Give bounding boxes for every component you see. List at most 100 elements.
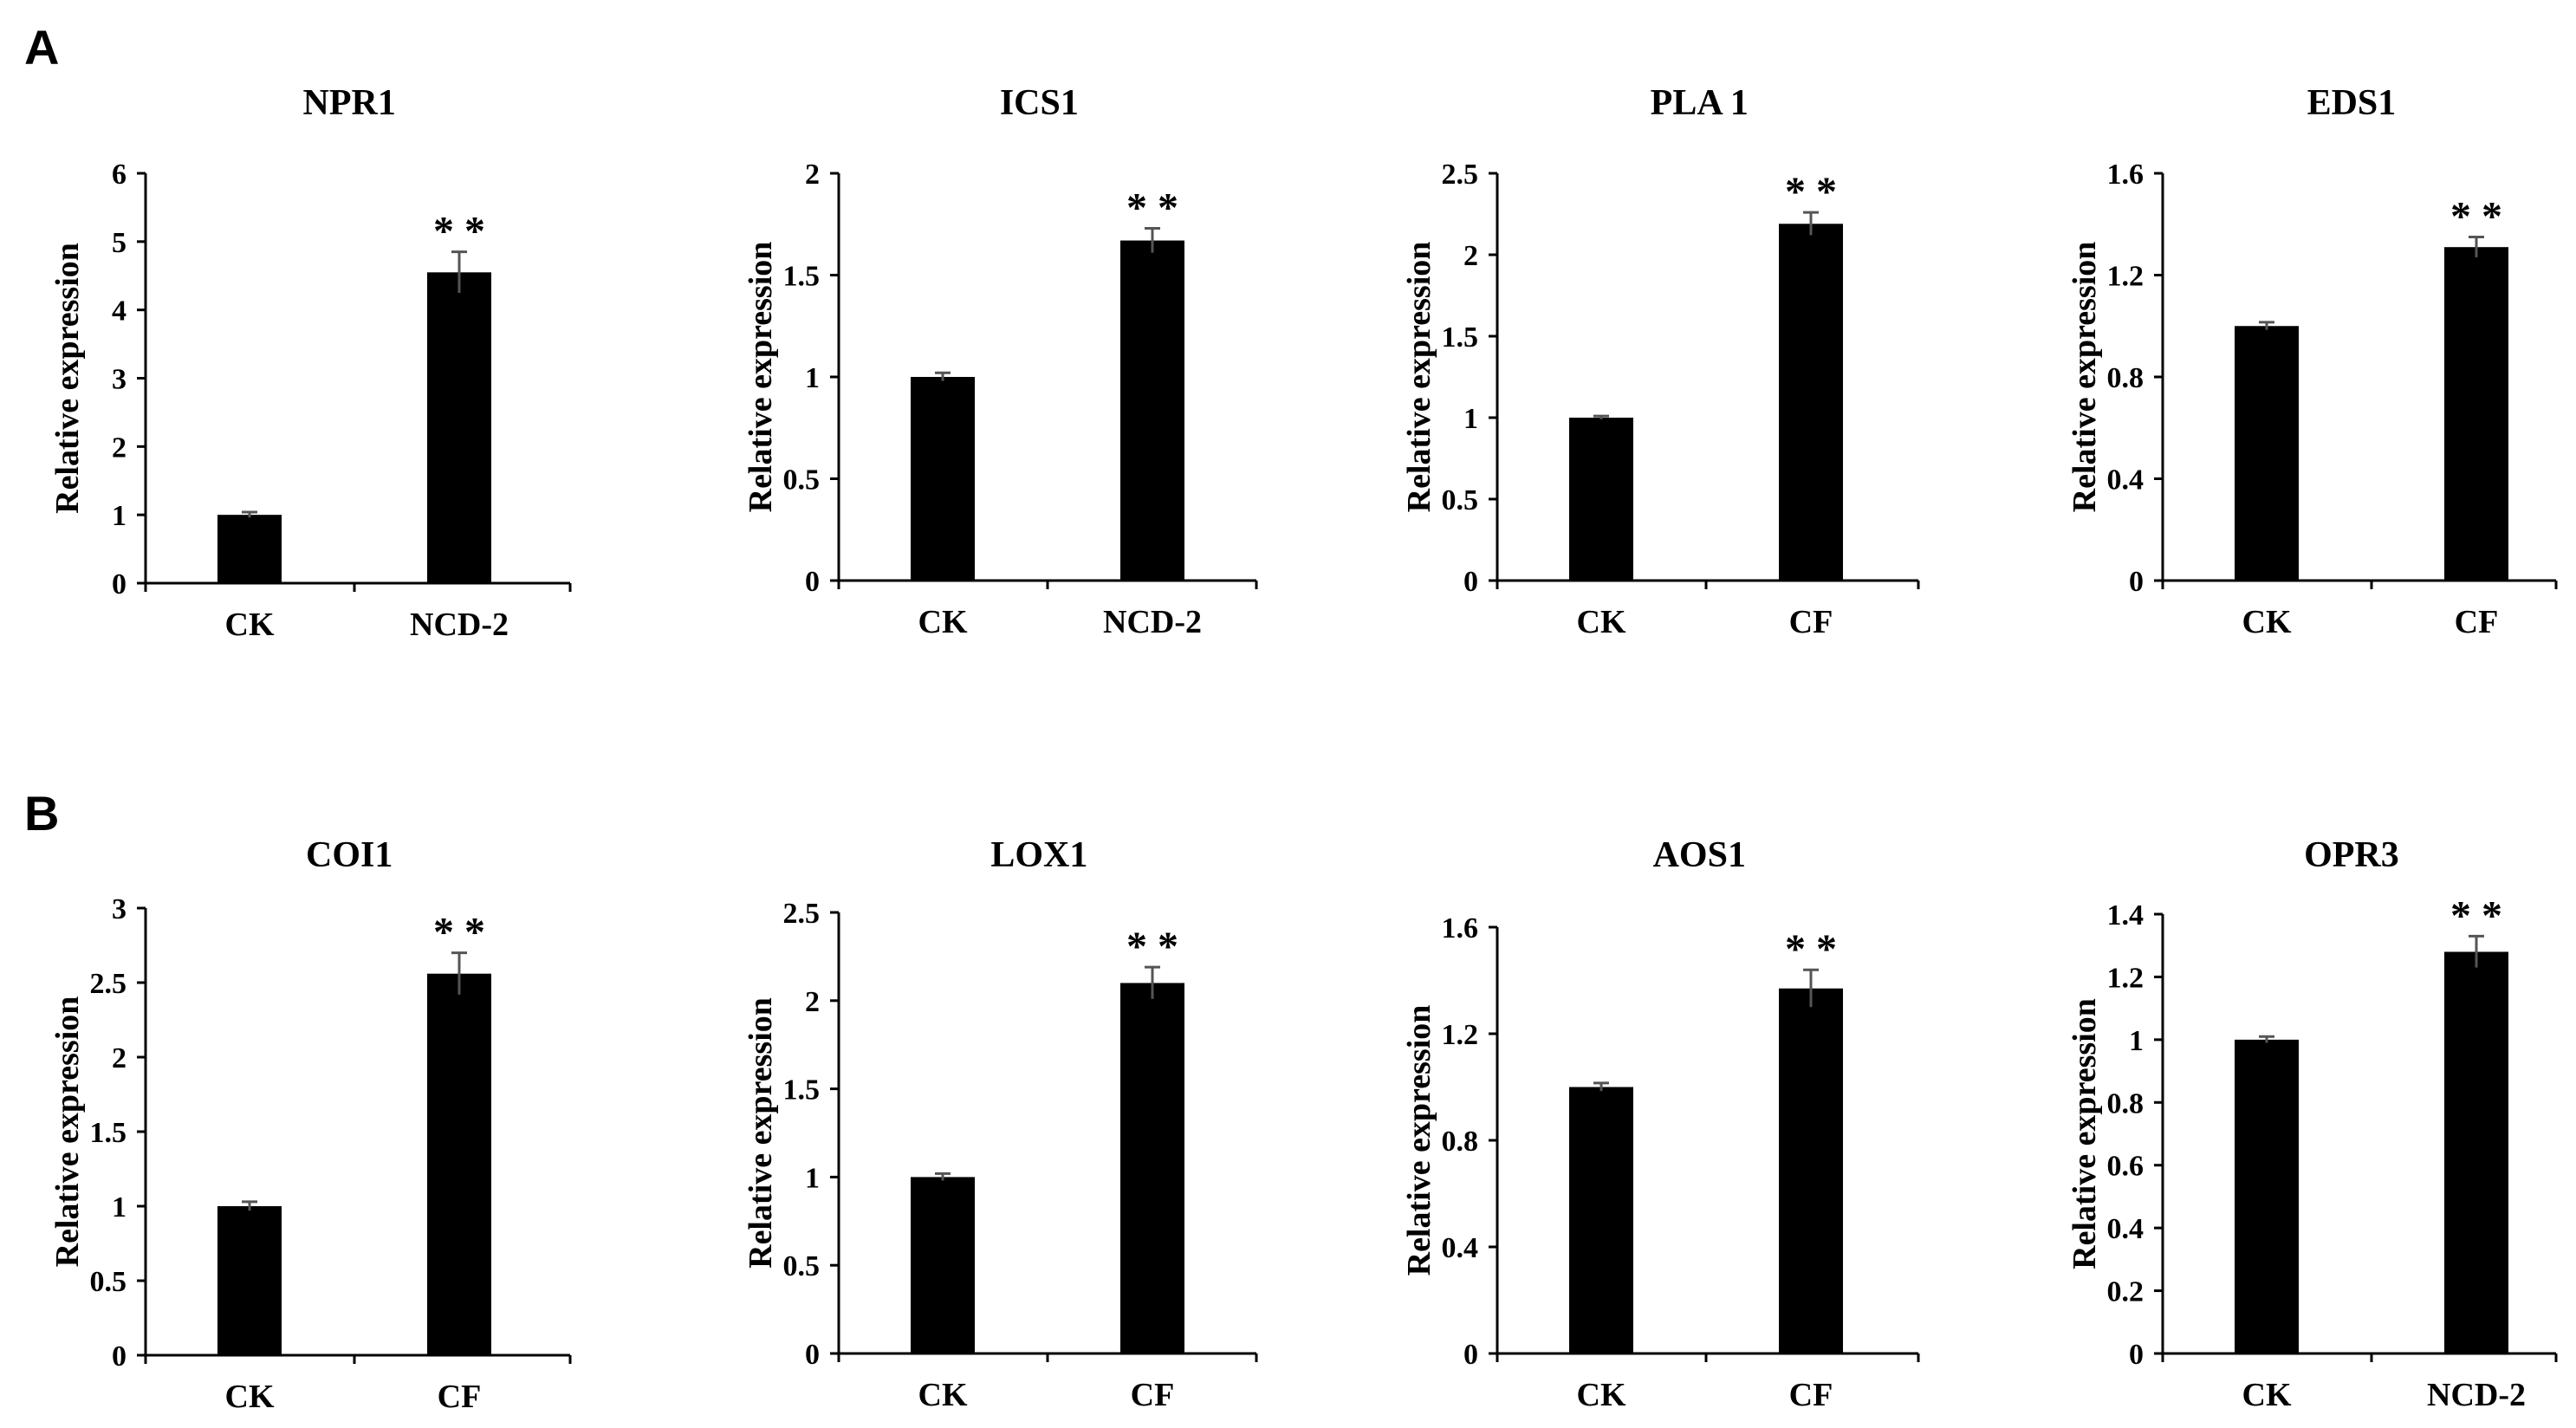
y-tick-label: 3 — [112, 364, 127, 396]
bar-ck — [217, 1206, 282, 1355]
y-tick-label: 0.8 — [2107, 362, 2145, 394]
bar-ck — [1569, 1087, 1633, 1353]
y-tick-label: 0 — [1463, 1339, 1478, 1371]
bar-ncd-2 — [427, 272, 491, 583]
y-tick-label: 3 — [112, 893, 127, 925]
significance-marker: * * — [1785, 169, 1837, 215]
chart-opr3: OPR3 0 0.2 0.4 0.6 0.8 1 1.2 1.4 Relative express… — [2067, 835, 2558, 1413]
bar-cf — [1779, 224, 1843, 581]
y-axis-label: Relative expression — [1401, 242, 1437, 513]
x-tick-label: CK — [918, 1377, 968, 1413]
x-tick-label: NCD-2 — [2427, 1377, 2526, 1413]
chart-eds1: EDS1 0 0.4 0.8 1.2 1.6 Relative expression CK CF… — [2067, 83, 2558, 640]
y-tick-label: 2.5 — [90, 968, 127, 1000]
y-tick-label: 1 — [112, 500, 127, 532]
x-tick-label: CF — [1789, 1377, 1833, 1413]
y-tick-label: 1 — [112, 1191, 127, 1224]
y-tick-label: 1.5 — [90, 1117, 127, 1149]
x-tick-label: NCD-2 — [1103, 604, 1202, 640]
bar-cf — [1120, 983, 1184, 1353]
y-tick-label: 0 — [805, 566, 820, 598]
y-tick-label: 1.5 — [783, 1074, 821, 1107]
y-axis-label: Relative expression — [49, 243, 86, 514]
bar-ck — [217, 515, 282, 583]
significance-marker: * * — [433, 910, 485, 956]
x-tick-label: NCD-2 — [410, 607, 509, 643]
bar-cf — [2444, 247, 2508, 581]
y-tick-label: 2.5 — [1442, 159, 1479, 191]
y-tick-label: 4 — [112, 295, 127, 328]
significance-marker: * * — [2450, 193, 2502, 239]
chart-title: EDS1 — [2307, 83, 2397, 123]
y-tick-label: 0.5 — [1442, 484, 1479, 516]
y-tick-label: 2.5 — [783, 898, 821, 930]
significance-marker: * * — [2450, 892, 2502, 938]
x-tick-label: CF — [438, 1379, 482, 1415]
x-tick-label: CF — [2455, 604, 2499, 640]
y-tick-label: 0.4 — [2107, 464, 2145, 497]
chart-npr1: NPR1 0 1 2 3 4 5 6 Relative expression CK NCD-2 * * — [49, 83, 572, 643]
bar-ck — [2235, 1039, 2299, 1353]
y-tick-label: 0 — [2129, 1339, 2144, 1371]
y-tick-label: 2 — [112, 432, 127, 464]
chart-coi1: COI1 0 0.5 1 1.5 2 2.5 3 Relative expression CK CF… — [49, 835, 572, 1415]
x-tick-label: CK — [1577, 1377, 1626, 1413]
y-tick-label: 1.5 — [1442, 321, 1479, 354]
chart-pla-1: PLA 1 0 0.5 1 1.5 2 2.5 Relative expression CK CF… — [1401, 83, 1920, 640]
y-axis-label: Relative expression — [743, 242, 779, 513]
chart-ics1: ICS1 0 0.5 1 1.5 2 Relative expression CK NCD-2 *… — [743, 83, 1258, 640]
bar-ck — [2235, 326, 2299, 581]
chart-title: AOS1 — [1653, 835, 1746, 875]
y-tick-label: 1.6 — [2107, 159, 2145, 191]
y-tick-label: 0.5 — [783, 464, 821, 497]
chart-title: COI1 — [306, 835, 393, 875]
y-tick-label: 0 — [1463, 566, 1478, 598]
x-tick-label: CK — [918, 604, 968, 640]
x-tick-label: CK — [225, 1379, 275, 1415]
x-tick-label: CF — [1131, 1377, 1175, 1413]
significance-marker: * * — [1126, 185, 1178, 230]
y-axis-label: Relative expression — [49, 996, 86, 1268]
y-tick-label: 0.8 — [2107, 1087, 2145, 1120]
x-tick-label: CK — [1577, 604, 1626, 640]
y-axis-label: Relative expression — [743, 997, 779, 1269]
y-tick-label: 1.2 — [2107, 261, 2145, 293]
significance-marker: * * — [433, 209, 485, 255]
y-tick-label: 0 — [112, 1340, 127, 1373]
y-axis-label: Relative expression — [2067, 242, 2103, 513]
chart-title: NPR1 — [303, 83, 396, 123]
y-tick-label: 1 — [805, 362, 820, 394]
y-tick-label: 2 — [112, 1042, 127, 1074]
chart-title: LOX1 — [990, 835, 1087, 875]
x-tick-label: CF — [1789, 604, 1833, 640]
chart-lox1: LOX1 0 0.5 1 1.5 2 2.5 Relative expression CK CF *… — [743, 835, 1258, 1413]
y-tick-label: 0.8 — [1442, 1126, 1479, 1158]
y-tick-label: 0.4 — [1442, 1232, 1479, 1264]
x-tick-label: CK — [2242, 1377, 2292, 1413]
bar-ck — [911, 1177, 975, 1353]
y-tick-label: 1 — [1463, 403, 1478, 435]
bar-cf — [427, 973, 491, 1355]
y-tick-label: 1 — [805, 1162, 820, 1194]
y-tick-label: 1.5 — [783, 261, 821, 293]
y-tick-label: 2 — [805, 986, 820, 1018]
bar-cf — [1779, 988, 1843, 1353]
chart-aos1: AOS1 0 0.4 0.8 1.2 1.6 Relative expression CK CF… — [1401, 835, 1920, 1413]
y-tick-label: 0 — [112, 568, 127, 600]
significance-marker: * * — [1785, 926, 1837, 972]
y-tick-label: 2 — [805, 159, 820, 191]
y-tick-label: 0 — [2129, 566, 2144, 598]
y-tick-label: 0.2 — [2107, 1276, 2145, 1308]
y-tick-label: 0.5 — [783, 1250, 821, 1282]
y-tick-label: 0.5 — [90, 1266, 127, 1298]
y-tick-label: 5 — [112, 227, 127, 259]
chart-title: PLA 1 — [1651, 83, 1749, 123]
chart-title: ICS1 — [1000, 83, 1079, 123]
charts-container: NPR1 0 1 2 3 4 5 6 Relative expression CK NCD-2 * *… — [49, 83, 2558, 1415]
significance-marker: * * — [1126, 924, 1178, 970]
y-tick-label: 2 — [1463, 240, 1478, 272]
bar-ncd-2 — [1120, 240, 1184, 581]
y-axis-label: Relative expression — [1401, 1005, 1437, 1276]
y-tick-label: 1.6 — [1442, 912, 1479, 944]
